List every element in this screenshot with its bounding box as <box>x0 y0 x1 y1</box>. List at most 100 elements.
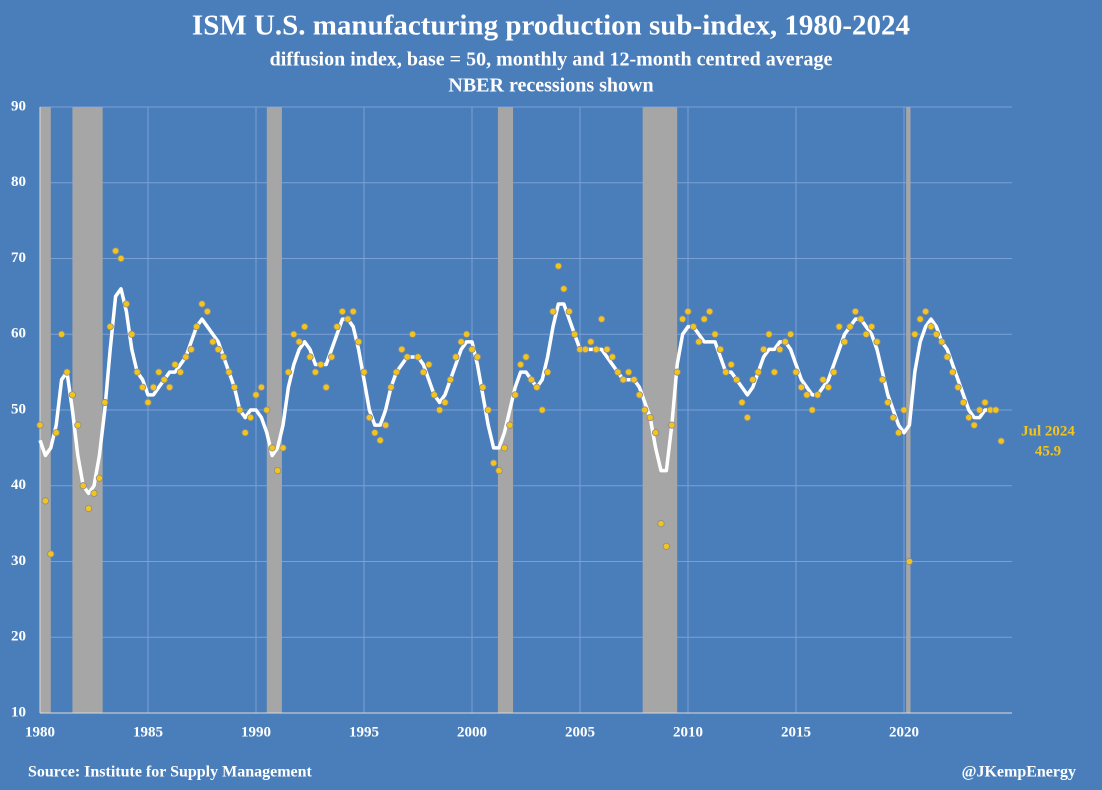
data-point <box>700 315 708 323</box>
data-point <box>106 323 114 331</box>
data-point <box>387 383 395 391</box>
data-point <box>857 315 865 323</box>
data-point <box>419 368 427 376</box>
data-point <box>992 406 1000 414</box>
data-point <box>770 368 779 376</box>
y-tick-label: 20 <box>11 629 26 645</box>
data-point <box>63 368 71 376</box>
data-point <box>333 323 341 331</box>
data-point <box>349 307 357 316</box>
chart-title: ISM U.S. manufacturing production sub-in… <box>192 10 910 42</box>
data-point <box>776 345 784 353</box>
data-point <box>57 330 66 338</box>
data-point <box>209 338 217 346</box>
data-point <box>225 368 233 376</box>
data-point <box>41 497 50 505</box>
data-point <box>873 338 881 346</box>
data-point <box>74 421 82 429</box>
data-point <box>959 398 968 407</box>
data-point <box>381 421 390 429</box>
data-point <box>241 429 249 437</box>
data-point <box>786 330 795 338</box>
data-point <box>198 300 206 308</box>
data-point <box>263 406 271 414</box>
x-tick-label: 1990 <box>241 724 271 740</box>
data-point <box>128 330 136 338</box>
data-point <box>220 353 228 361</box>
data-point <box>533 383 541 391</box>
data-point <box>403 353 411 361</box>
data-point <box>711 330 719 338</box>
data-point <box>479 383 487 391</box>
data-point <box>144 398 152 407</box>
data-point <box>695 338 703 346</box>
data-point <box>160 376 168 384</box>
data-point <box>392 368 400 376</box>
recession-band <box>266 107 282 713</box>
data-point <box>668 421 676 429</box>
data-point <box>79 482 87 490</box>
data-point <box>155 368 163 376</box>
data-point <box>614 368 622 376</box>
data-point <box>948 368 957 376</box>
data-point <box>965 413 973 422</box>
annotation-value: 45.9 <box>1035 443 1061 459</box>
data-point <box>765 330 773 338</box>
data-point <box>203 307 211 316</box>
data-point <box>95 474 104 482</box>
data-point <box>506 421 514 429</box>
data-point <box>684 307 692 316</box>
data-point <box>236 406 244 414</box>
data-point <box>322 383 330 391</box>
chart-subtitle: NBER recessions shown <box>448 75 653 97</box>
data-point <box>36 421 44 429</box>
data-point <box>495 466 503 475</box>
y-tick-label: 90 <box>11 98 26 114</box>
data-point <box>678 315 687 323</box>
data-point <box>797 383 806 391</box>
data-point <box>85 504 93 513</box>
data-point <box>457 338 465 346</box>
data-point <box>835 323 843 331</box>
data-point <box>182 353 190 361</box>
data-point <box>754 368 762 376</box>
data-point <box>851 307 860 316</box>
x-tick-label: 2000 <box>457 724 487 740</box>
data-point <box>592 345 600 353</box>
data-point <box>846 323 854 331</box>
data-point <box>176 368 184 376</box>
data-point <box>527 376 536 384</box>
data-point <box>900 406 908 414</box>
data-point <box>311 368 319 376</box>
data-point <box>257 383 265 391</box>
y-tick-label: 60 <box>11 326 26 342</box>
data-point <box>279 444 287 452</box>
data-point <box>452 353 460 361</box>
data-point <box>171 360 179 369</box>
data-point <box>284 368 292 376</box>
data-point <box>214 345 222 353</box>
data-point <box>446 376 454 384</box>
y-tick-label: 70 <box>11 250 26 266</box>
recession-band <box>497 107 514 713</box>
data-point <box>619 376 627 384</box>
data-point <box>943 353 951 361</box>
data-point <box>90 489 98 497</box>
data-point <box>608 353 617 361</box>
x-tick-label: 2005 <box>565 724 595 740</box>
data-point <box>425 360 433 369</box>
y-tick-label: 10 <box>11 704 26 720</box>
data-point <box>252 391 260 399</box>
data-point <box>732 376 741 384</box>
data-point <box>673 368 681 376</box>
y-tick-label: 40 <box>11 477 26 493</box>
data-point <box>112 247 120 255</box>
data-point <box>927 323 935 331</box>
data-point <box>689 323 698 331</box>
chart-subtitle: diffusion index, base = 50, monthly and … <box>270 49 833 71</box>
x-tick-label: 1995 <box>349 724 379 740</box>
data-point <box>743 413 752 422</box>
data-point <box>500 444 508 452</box>
data-point <box>781 338 789 346</box>
